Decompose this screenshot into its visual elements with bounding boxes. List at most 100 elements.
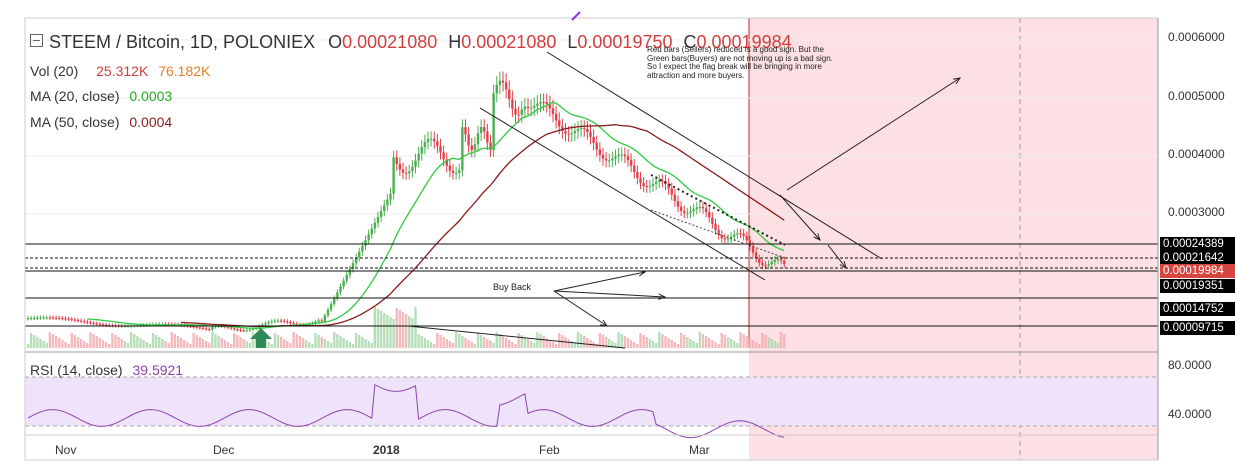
volume-bar: [742, 334, 745, 348]
candle-body: [620, 154, 623, 156]
volume-bar: [373, 307, 377, 348]
candle-body: [554, 114, 558, 121]
volume-bar: [217, 336, 220, 348]
arrow-line: [827, 244, 847, 269]
volume-bar: [520, 335, 523, 348]
candle-body: [489, 142, 492, 150]
candle-body: [395, 157, 398, 164]
volume-bar: [242, 339, 245, 348]
candle-body: [673, 194, 677, 202]
arrow-line: [553, 271, 646, 292]
candle-body: [426, 139, 430, 143]
candle-body: [504, 82, 508, 90]
volume-bar: [751, 340, 755, 348]
volume-bar: [333, 332, 336, 348]
volume-bar: [595, 344, 598, 348]
volume-bar: [314, 333, 317, 348]
candle-body: [276, 320, 280, 322]
analysis-note: Red bars (Sellers) reduced is a good sig…: [647, 45, 833, 80]
volume-bar: [642, 335, 645, 348]
volume-bar: [526, 339, 530, 348]
rsi-tick: 80.0000: [1168, 358, 1212, 372]
candle-body: [729, 236, 733, 239]
volume-bar: [661, 334, 664, 348]
volume-bar: [292, 332, 295, 348]
candle-body: [39, 317, 42, 319]
candle-body: [464, 127, 467, 135]
volume-bar: [342, 338, 345, 348]
volume-bar: [695, 343, 698, 348]
candle-body: [695, 207, 698, 210]
candle-body: [67, 318, 70, 320]
candle-body: [420, 147, 423, 154]
y-tick: 0.0003000: [1168, 205, 1225, 219]
rsi-legend: RSI (14, close) 39.5921: [30, 362, 183, 378]
candle-body: [98, 323, 102, 325]
candle-body: [467, 134, 470, 146]
candle-body: [776, 259, 780, 261]
volume-bar: [95, 336, 98, 348]
candle-body: [583, 128, 586, 130]
channel-upper: [546, 51, 883, 260]
volume-bar: [133, 334, 136, 348]
volume-bar: [214, 334, 217, 348]
arrow-line: [553, 290, 666, 298]
volume-bar: [479, 335, 483, 348]
volume-bar: [467, 340, 470, 348]
candle-body: [598, 149, 602, 155]
candle-body: [95, 323, 98, 325]
candle-body: [754, 252, 758, 259]
candlesticks: [26, 71, 786, 333]
candle-body: [733, 234, 736, 237]
volume-bar: [395, 308, 398, 348]
candle-body: [758, 258, 761, 263]
candle-body: [698, 206, 702, 208]
volume-bar: [348, 342, 352, 348]
volume-bar: [698, 332, 702, 348]
candle-body: [248, 329, 252, 331]
candle-body: [548, 104, 552, 109]
high-value: 0.00021080: [461, 32, 557, 52]
candle-body: [739, 233, 742, 235]
low-label: L: [567, 32, 578, 52]
candle-body: [61, 318, 64, 320]
volume-bar: [301, 338, 305, 348]
volume-bar: [401, 312, 405, 348]
candle-body: [608, 160, 611, 162]
volume-bar: [283, 339, 286, 348]
volume-bar: [139, 338, 142, 348]
volume-bar: [570, 341, 573, 348]
candle-body: [539, 102, 542, 104]
candle-body: [283, 320, 286, 322]
volume-bar: [33, 335, 36, 348]
volume-bar: [83, 341, 86, 348]
volume-bar: [48, 332, 52, 348]
volume-bar: [64, 342, 67, 348]
volume-bar: [311, 344, 314, 348]
candle-body: [51, 317, 55, 319]
y-tick: 0.0006000: [1168, 30, 1225, 44]
volume-bar: [770, 339, 773, 348]
candle-body: [570, 133, 573, 135]
volume-bar: [654, 343, 658, 348]
candle-body: [654, 181, 658, 184]
volume-bars: [26, 307, 786, 348]
volume-bar: [101, 340, 105, 348]
volume-bar: [151, 333, 155, 348]
candle-body: [361, 245, 364, 252]
volume-bar: [45, 343, 48, 348]
volume-bar: [142, 340, 145, 348]
arrow-head: [953, 77, 962, 85]
volume-bar: [748, 338, 752, 348]
rsi-line: [27, 383, 785, 439]
vol-value-1: 25.312K: [96, 63, 149, 79]
x-tick: 2018: [373, 443, 400, 457]
volume-bar: [529, 341, 533, 348]
volume-bar: [548, 340, 552, 348]
collapse-icon[interactable]: [30, 34, 43, 47]
candle-body: [398, 163, 402, 170]
candle-body: [208, 329, 211, 331]
volume-bar: [192, 333, 195, 348]
volume-bar: [558, 333, 561, 348]
